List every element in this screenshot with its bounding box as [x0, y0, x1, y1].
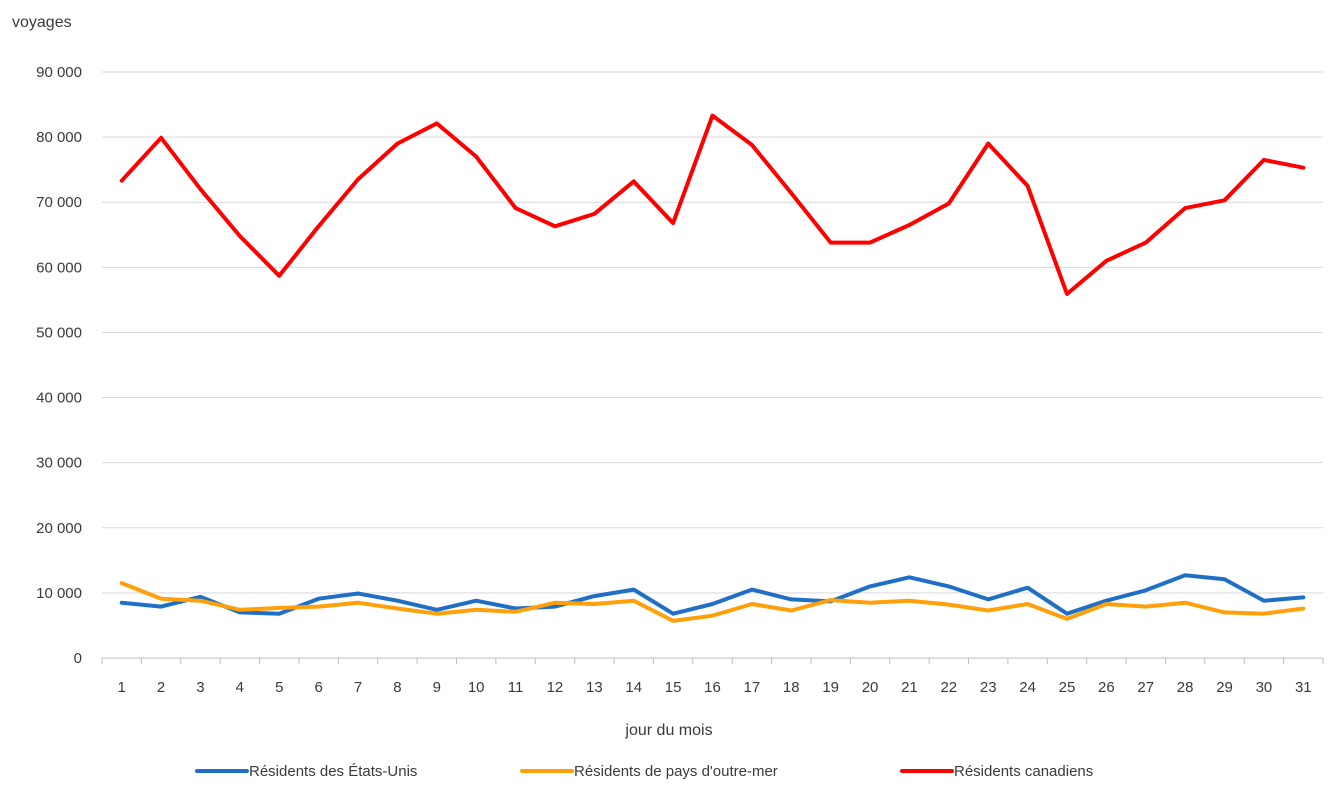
x-tick-label: 21	[901, 679, 918, 696]
x-tick-label: 1	[118, 679, 126, 696]
x-tick-label: 4	[236, 679, 244, 696]
x-tick-label: 19	[822, 679, 839, 696]
x-tick-label: 25	[1059, 679, 1076, 696]
x-tick-label: 17	[744, 679, 761, 696]
x-tick-label: 5	[275, 679, 283, 696]
x-tick-label: 20	[862, 679, 879, 696]
legend-label: Résidents de pays d'outre-mer	[574, 763, 778, 780]
axes	[101, 657, 1324, 664]
x-tick-label: 30	[1256, 679, 1273, 696]
x-tick-label: 12	[547, 679, 564, 696]
x-tick-label: 13	[586, 679, 603, 696]
series-line-2: Résidents de pays d'outre-mer	[119, 581, 1306, 623]
x-tick-label: 31	[1295, 679, 1312, 696]
x-tick-label: 14	[625, 679, 642, 696]
x-tick-label: 24	[1019, 679, 1036, 696]
series-line-1: Résidents des États-Unis	[119, 573, 1306, 616]
y-axis-title: voyages	[12, 14, 72, 31]
x-tick-label: 29	[1216, 679, 1233, 696]
x-tick-label: 10	[468, 679, 485, 696]
x-tick-label: 15	[665, 679, 682, 696]
gridlines	[102, 71, 1323, 594]
y-tick-label: 10 000	[36, 585, 82, 602]
x-tick-label: 11	[508, 679, 524, 696]
x-tick-label: 23	[980, 679, 997, 696]
legend-label: Résidents canadiens	[954, 763, 1093, 780]
x-tick-label: 7	[354, 679, 362, 696]
legend: Résidents des États-Unis Résidents de pay…	[195, 763, 1093, 780]
y-tick-label: 60 000	[36, 259, 82, 276]
x-tick-label: 18	[783, 679, 800, 696]
x-tick-label: 2	[157, 679, 165, 696]
x-tick-label: 27	[1137, 679, 1154, 696]
x-axis-title: jour du mois	[624, 722, 712, 739]
x-tick-label: 26	[1098, 679, 1115, 696]
y-tick-label: 40 000	[36, 390, 82, 407]
x-tick-label: 16	[704, 679, 721, 696]
series-line-3: Résidents canadiens	[119, 113, 1306, 296]
y-tick-label: 80 000	[36, 129, 82, 146]
x-tick-label: 9	[433, 679, 441, 696]
legend-label: Résidents des États-Unis	[249, 763, 417, 780]
y-tick-label: 90 000	[36, 64, 82, 81]
y-tick-label: 20 000	[36, 520, 82, 537]
y-tick-label: 50 000	[36, 324, 82, 341]
y-tick-label: 0	[74, 650, 82, 667]
x-tick-label: 3	[196, 679, 204, 696]
y-tick-label: 30 000	[36, 455, 82, 472]
x-tick-label: 28	[1177, 679, 1194, 696]
x-tick-label: 22	[940, 679, 957, 696]
tick-labels: 0 10 000 20 000 30 000 40 000 50 000 60 000 70 …	[36, 64, 1312, 696]
y-tick-label: 70 000	[36, 194, 82, 211]
x-tick-label: 6	[314, 679, 322, 696]
x-tick-label: 8	[393, 679, 401, 696]
